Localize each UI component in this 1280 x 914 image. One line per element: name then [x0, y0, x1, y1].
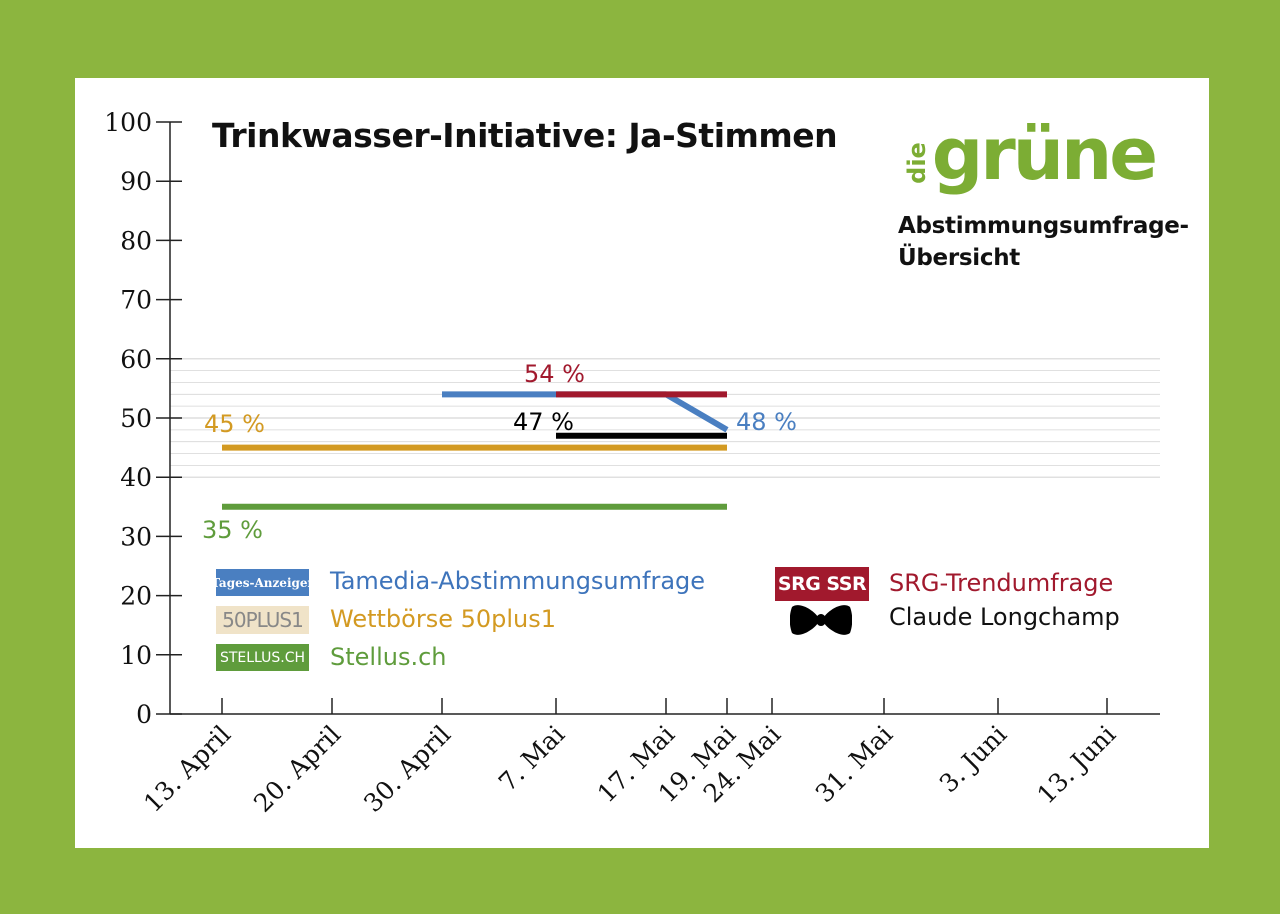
chart-title: Trinkwasser-Initiative: Ja-Stimmen — [212, 116, 838, 155]
value-label: 47 % — [513, 408, 574, 436]
y-tick-label: 80 — [120, 226, 152, 255]
x-tick-label: 13. April — [138, 720, 236, 818]
legend-srg: SRG-Trendumfrage — [889, 569, 1114, 597]
y-tick-label: 20 — [120, 582, 152, 611]
y-tick-label: 100 — [104, 108, 152, 137]
y-tick-label: 30 — [120, 522, 152, 551]
x-tick-label: 13. Juni — [1031, 720, 1121, 810]
series-line — [442, 391, 729, 433]
value-label: 45 % — [204, 410, 265, 438]
y-tick-label: 0 — [136, 700, 152, 729]
legend-longchamp: Claude Longchamp — [889, 603, 1120, 631]
y-tick-label: 90 — [120, 167, 152, 196]
value-label: 35 % — [202, 516, 263, 544]
series-lines — [222, 391, 729, 510]
y-tick-label: 10 — [120, 641, 152, 670]
chart-card — [75, 78, 1209, 848]
y-tick-label: 40 — [120, 463, 152, 492]
bowtie-icon — [790, 605, 852, 635]
50plus1-logo: 50PLUS1 — [216, 606, 309, 634]
y-tick-label: 50 — [120, 404, 152, 433]
grid — [170, 358, 1160, 478]
x-tick-label: 7. Mai — [493, 720, 570, 797]
value-label: 54 % — [524, 360, 585, 388]
stellus-logo: STELLUS.CH — [216, 644, 309, 671]
logo-die-text: die — [902, 142, 931, 184]
value-label: 48 % — [736, 408, 797, 436]
legend-stellus: Stellus.ch — [330, 643, 447, 671]
x-tick-label: 3. Juni — [934, 720, 1013, 799]
chart-subtitle: Abstimmungsumfrage-Übersicht — [898, 213, 1189, 271]
tages-anzeiger-logo: Tages-Anzeiger — [216, 569, 309, 596]
y-tick-label: 70 — [120, 286, 152, 315]
legend-50plus1: Wettbörse 50plus1 — [330, 605, 557, 633]
x-tick-label: 31. Mai — [810, 720, 899, 809]
value-labels: 48 % 54 % 47 % 45 % 35 % — [202, 360, 797, 544]
y-tick-label: 60 — [120, 345, 152, 374]
die-gruene-logo: diegrüne — [896, 112, 1158, 196]
srg-ssr-logo: SRG SSR — [775, 567, 869, 601]
logo-gruene-text: grüne — [931, 112, 1158, 196]
legend-tamedia: Tamedia-Abstimmungsumfrage — [330, 567, 706, 595]
x-tick-label: 20. April — [248, 720, 346, 818]
x-tick-label: 30. April — [358, 720, 456, 818]
